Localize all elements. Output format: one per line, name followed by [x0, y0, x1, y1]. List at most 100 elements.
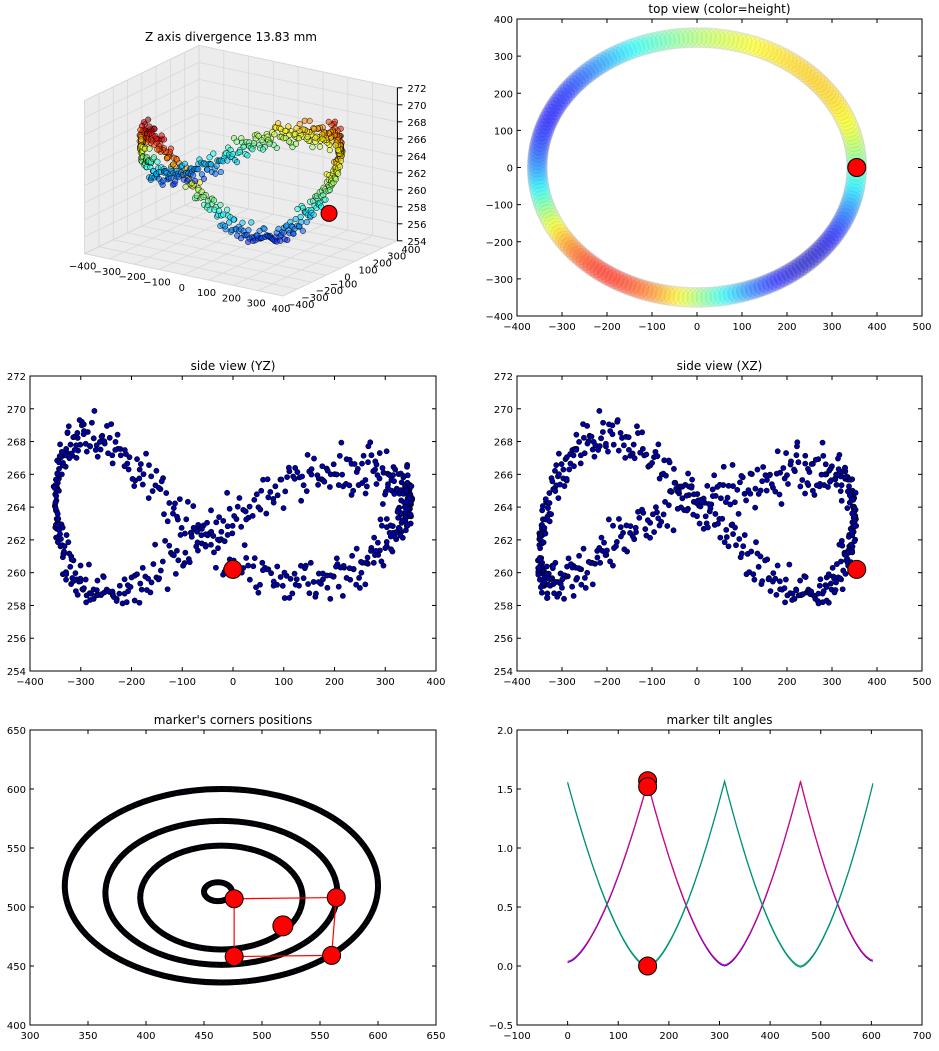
data-point	[246, 503, 253, 510]
data-point	[610, 441, 617, 448]
data-point	[730, 531, 736, 537]
data-point	[741, 490, 748, 497]
x-tick-label: 400	[867, 322, 886, 333]
x-tick-label: −200	[118, 272, 145, 283]
x-tick-label: 400	[426, 677, 445, 688]
data-point	[685, 470, 691, 477]
data-point	[655, 515, 662, 522]
data-point	[818, 471, 825, 478]
data-point	[581, 574, 588, 581]
data-point	[161, 511, 167, 518]
data-point	[611, 271, 633, 293]
data-point	[624, 37, 646, 59]
data-point	[752, 504, 759, 511]
data-point	[827, 217, 849, 239]
data-point	[594, 554, 601, 561]
y-tick-label: −400	[287, 300, 314, 311]
data-point	[358, 558, 364, 565]
data-point	[229, 151, 236, 158]
data-point	[841, 190, 863, 212]
y-tick-label: −300	[486, 275, 513, 286]
data-point	[557, 233, 579, 255]
data-point	[376, 475, 383, 482]
data-point	[170, 510, 176, 517]
data-point	[755, 563, 762, 570]
data-point	[581, 255, 603, 277]
data-point	[371, 534, 378, 541]
data-point	[709, 28, 731, 50]
data-point	[736, 536, 743, 542]
z-tick-label: 264	[407, 152, 426, 163]
data-point	[88, 590, 95, 597]
data-point	[597, 559, 604, 566]
data-point	[220, 518, 227, 524]
data-point	[287, 575, 294, 582]
data-point	[760, 464, 767, 470]
data-point	[336, 452, 343, 459]
data-point	[813, 236, 835, 258]
data-point	[139, 481, 146, 488]
y-tick-label: 256	[494, 634, 513, 645]
data-point	[546, 490, 553, 496]
data-point	[570, 452, 577, 459]
data-point	[367, 439, 374, 446]
data-point	[536, 200, 558, 222]
data-point	[195, 547, 201, 554]
data-point	[781, 585, 788, 592]
y-tick-label: 260	[494, 569, 513, 580]
data-point	[353, 545, 360, 552]
data-point	[236, 148, 243, 156]
data-point	[541, 103, 563, 125]
data-point	[759, 578, 766, 585]
data-point	[823, 89, 845, 111]
x-tick-label: 0	[230, 677, 236, 688]
x-tick-label: −300	[67, 677, 94, 688]
data-point	[713, 28, 735, 50]
data-point	[639, 429, 646, 436]
data-point	[159, 558, 166, 565]
data-point	[324, 467, 331, 474]
data-point	[654, 453, 661, 460]
x-tick-label: 600	[368, 1031, 387, 1042]
data-point	[778, 501, 785, 507]
data-point	[791, 595, 798, 602]
data-point	[526, 160, 548, 182]
data-point	[136, 466, 143, 473]
data-point	[308, 466, 315, 472]
data-point	[825, 571, 832, 578]
data-point	[170, 505, 177, 511]
data-point	[805, 466, 811, 472]
data-point	[797, 250, 819, 272]
grid-line	[84, 181, 200, 237]
data-point	[536, 113, 558, 135]
data-point	[791, 58, 813, 80]
chart-title: side view (XZ)	[677, 359, 763, 373]
data-point	[670, 527, 677, 534]
data-point	[607, 43, 629, 65]
data-point	[533, 193, 555, 215]
data-point	[395, 524, 402, 531]
y-tick-label: 100	[359, 266, 378, 277]
y-tick-label: 100	[494, 126, 513, 137]
data-point	[602, 552, 609, 558]
data-point	[782, 576, 789, 583]
data-point	[820, 227, 842, 249]
data-point	[224, 489, 231, 496]
data-point	[259, 567, 266, 574]
data-point	[335, 170, 342, 177]
corner-point	[322, 945, 342, 965]
data-point	[759, 478, 766, 485]
data-point	[65, 539, 72, 546]
data-point	[635, 508, 641, 515]
data-point	[804, 69, 826, 91]
data-point	[576, 552, 582, 559]
data-point	[681, 286, 703, 308]
data-point	[536, 564, 542, 571]
grid-line	[84, 147, 200, 203]
data-point	[543, 214, 565, 236]
data-point	[691, 27, 713, 49]
data-point	[143, 450, 149, 457]
data-point	[761, 42, 783, 64]
data-point	[244, 152, 251, 159]
data-point	[305, 581, 312, 587]
